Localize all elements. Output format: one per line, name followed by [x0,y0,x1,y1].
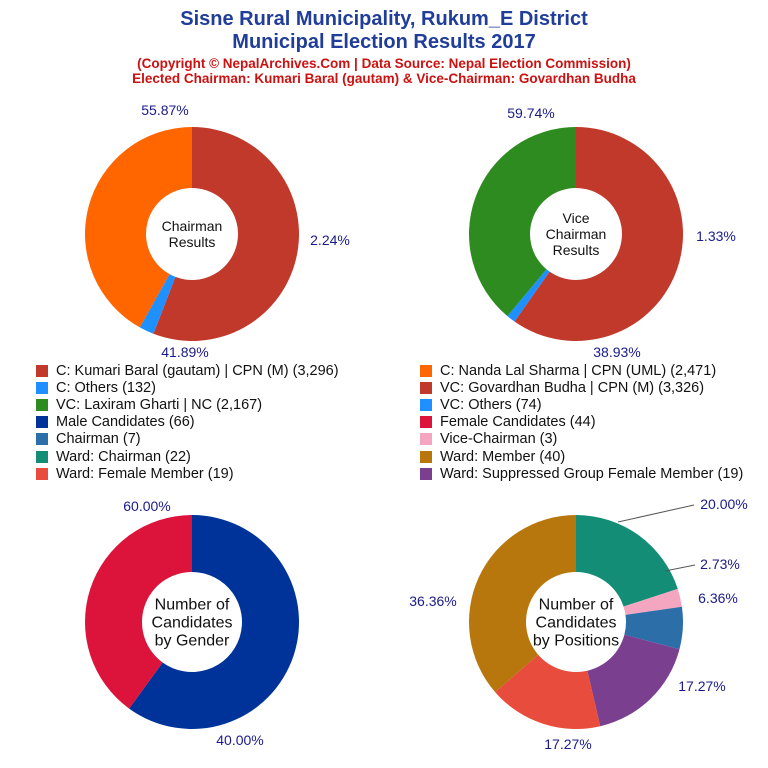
legend-item: Male Candidates (66) [36,414,195,431]
legend-item: Ward: Chairman (22) [36,448,191,465]
legend-swatch [36,467,48,480]
legend-item: C: Kumari Baral (gautam) | CPN (M) (3,29… [36,362,339,379]
pie-slice [514,127,683,341]
donut-center-label: Number of [155,597,230,614]
legend-label: Ward: Suppressed Group Female Member (19… [440,465,744,482]
legend-item: Ward: Member (40) [420,448,565,465]
copyright-note: (Copyright © NepalArchives.Com | Data So… [137,56,631,71]
slice-percent-label: 55.87% [141,102,188,118]
legend-item: VC: Laxiram Gharti | NC (2,167) [36,396,262,413]
legend-item: C: Others (132) [36,379,156,396]
legend-label: Ward: Female Member (19) [56,465,234,482]
slice-percent-label: 17.27% [544,736,591,752]
legend-label: VC: Govardhan Budha | CPN (M) (3,326) [440,379,705,396]
legend-item: VC: Others (74) [420,396,542,413]
slice-percent-label: 1.33% [696,228,736,244]
donut-center-label: Chairman [162,218,223,234]
legend-item: Ward: Suppressed Group Female Member (19… [420,465,743,482]
chart-title-line2: Municipal Election Results 2017 [232,31,536,53]
pie-slice [507,269,550,322]
legend: C: Kumari Baral (gautam) | CPN (M) (3,29… [0,362,768,486]
donut-center-label: Vice [563,210,590,226]
legend-label: C: Others (132) [56,379,156,396]
donut-center-label: Candidates [152,615,233,632]
pie-slice [624,606,684,650]
legend-item: VC: Govardhan Budha | CPN (M) (3,326) [420,379,704,396]
donut-center-label: Results [169,234,216,250]
pie-slice [576,515,678,607]
slice-percent-label: 2.73% [700,556,740,572]
legend-item: Ward: Female Member (19) [36,465,234,482]
slice-percent-label: 40.00% [216,732,263,748]
legend-item: Vice-Chairman (3) [420,431,557,448]
legend-swatch [36,416,48,429]
legend-label: Ward: Chairman (22) [56,448,191,465]
legend-swatch [36,433,48,446]
donut-center-label: Results [553,242,600,258]
legend-label: VC: Laxiram Gharti | NC (2,167) [56,396,263,413]
pie-slice [587,634,680,727]
donut-center-label: by Gender [155,633,230,650]
slice-percent-label: 36.36% [409,593,456,609]
legend-swatch [420,381,432,394]
legend-swatch [420,433,432,446]
slice-percent-label: 41.89% [161,344,208,360]
donut-center-label: Candidates [536,615,617,632]
legend-swatch [420,364,432,377]
pie-slice [129,515,300,730]
slice-percent-label: 17.27% [678,678,725,694]
slice-percent-label: 59.74% [507,105,554,121]
legend-swatch [36,381,48,394]
legend-swatch [36,364,48,377]
legend-swatch [420,467,432,480]
slice-percent-label: 20.00% [700,496,747,512]
legend-swatch [36,398,48,411]
legend-label: C: Nanda Lal Sharma | CPN (UML) (2,471) [440,362,717,379]
legend-label: Ward: Member (40) [440,448,566,465]
legend-label: Female Candidates (44) [440,414,596,431]
legend-swatch [36,450,48,463]
pie-slice [623,588,682,615]
legend-swatch [420,450,432,463]
legend-item: C: Nanda Lal Sharma | CPN (UML) (2,471) [420,362,716,379]
legend-item: Chairman (7) [36,431,141,448]
elected-note: Elected Chairman: Kumari Baral (gautam) … [132,71,636,86]
label-leader-line [664,564,696,572]
pie-slice [139,274,176,334]
legend-label: C: Kumari Baral (gautam) | CPN (M) (3,29… [56,362,339,379]
legend-label: Vice-Chairman (3) [440,431,558,448]
legend-label: VC: Others (74) [440,396,542,413]
donut-center-label: Number of [539,597,614,614]
legend-item: Female Candidates (44) [420,414,596,431]
legend-label: Male Candidates (66) [56,414,195,431]
pie-slice [469,515,576,693]
chart-title: Sisne Rural Municipality, Rukum_E Distri… [180,8,588,30]
slice-percent-label: 2.24% [310,232,350,248]
donut-center-label: by Positions [533,633,619,650]
legend-label: Chairman (7) [56,431,141,448]
pie-slice [153,127,299,341]
label-leader-line [617,504,695,523]
slice-percent-label: 6.36% [698,590,738,606]
pie-slice [85,126,192,328]
legend-swatch [420,398,432,411]
pie-slice [469,127,576,317]
slice-percent-label: 60.00% [123,498,170,514]
pie-slice [85,515,192,709]
slice-percent-label: 38.93% [593,344,640,360]
legend-swatch [420,416,432,429]
donut-center-label: Chairman [546,226,607,242]
pie-slice [495,654,601,730]
